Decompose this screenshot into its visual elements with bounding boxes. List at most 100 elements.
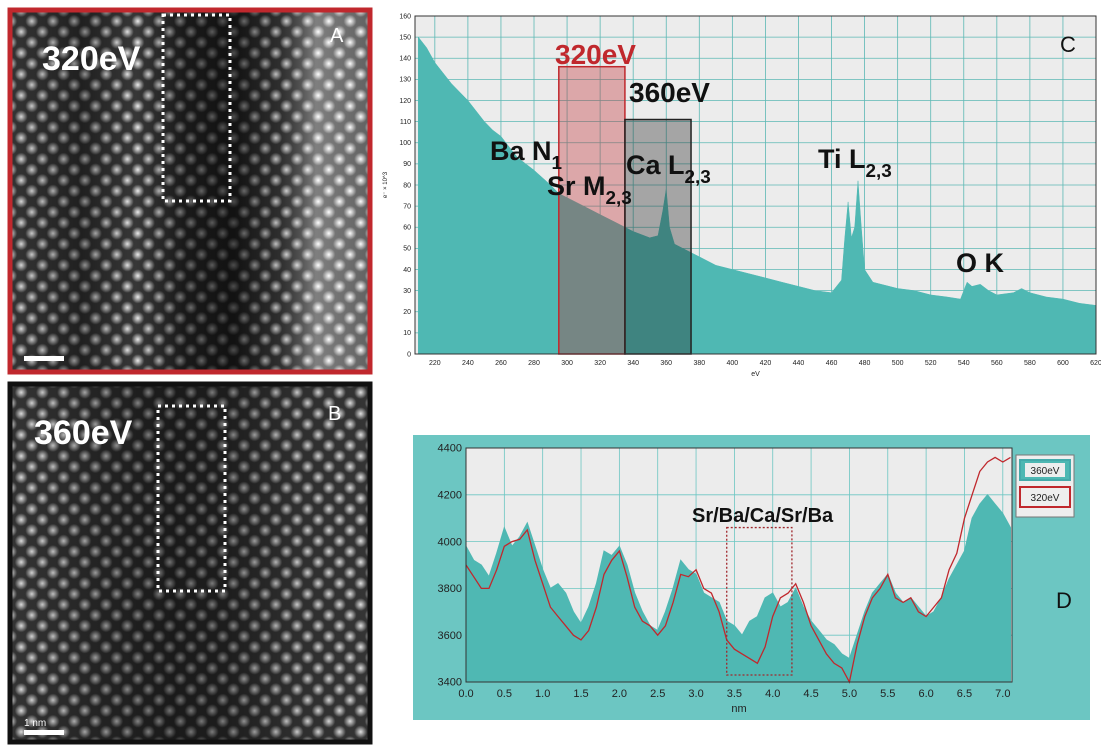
y-tick-label: 4200 [438,489,462,501]
x-tick-label: 360 [660,360,672,367]
panel-letter: D [1056,588,1072,613]
x-tick-label: 2.0 [612,688,627,700]
x-tick-label: 240 [462,360,474,367]
x-tick-label: 280 [528,360,540,367]
panel-letter: A [330,25,344,47]
x-tick-label: 540 [958,360,970,367]
energy-label: 360eV [34,414,133,452]
x-tick-label: 5.0 [842,688,857,700]
region-box [726,526,793,676]
legend-label: 360eV [1031,466,1060,477]
y-tick-label: 3400 [438,677,462,689]
peak-label: Sr M2,3 [547,171,632,209]
micrograph-shading [10,10,370,372]
spectrum-area [418,36,1097,355]
peak-label: O K [956,248,1005,278]
y-tick-label: 70 [403,203,411,210]
peak-label: Ca L2,3 [626,150,711,188]
x-tick-label: 1.5 [573,688,588,700]
y-tick-label: 4000 [438,536,462,548]
peak-label-text: Ba N [490,136,552,166]
x-tick-label: 260 [495,360,507,367]
x-tick-label: 460 [826,360,838,367]
y-tick-label: 60 [403,225,411,232]
x-tick-label: 320 [594,360,606,367]
peak-label-sub: 2,3 [866,161,892,182]
x-tick-label: 1.0 [535,688,550,700]
y-tick-label: 120 [399,98,411,105]
x-axis-label: eV [751,371,760,378]
panel-b: 360eV B 1 nm [7,381,373,745]
panel-letter: C [1060,32,1076,57]
x-tick-label: 2.5 [650,688,665,700]
panel-letter: B [328,403,341,425]
x-tick-label: 3.0 [688,688,703,700]
legend-label: 320eV [1031,493,1060,504]
energy-label: 320eV [42,40,141,78]
y-tick-label: 50 [403,246,411,253]
peak-label-text: Ca L [626,150,685,180]
y-tick-label: 20 [403,309,411,316]
highlight-label: 360eV [629,77,710,108]
x-tick-label: 7.0 [995,688,1010,700]
x-tick-label: 480 [859,360,871,367]
energy-window [624,118,692,355]
y-tick-label: 90 [403,161,411,168]
energy-window [558,65,626,355]
frame [7,7,373,375]
x-tick-label: 0.5 [497,688,512,700]
x-tick-label: 380 [693,360,705,367]
x-tick-label: 580 [1024,360,1036,367]
x-tick-label: 5.5 [880,688,895,700]
x-tick-label: 560 [991,360,1003,367]
x-tick-label: 4.5 [803,688,818,700]
y-tick-label: 160 [399,13,411,20]
frame [7,381,373,745]
y-tick-label: 3600 [438,630,462,642]
y-tick-label: 4400 [438,443,462,455]
panel-a: 320eV A [7,7,373,375]
profile-area [465,494,1011,683]
x-tick-label: 300 [561,360,573,367]
y-tick-label: 110 [400,119,411,126]
peak-label-text: Ti L [818,144,866,174]
y-tick-label: 3800 [438,583,462,595]
x-tick-label: 6.5 [957,688,972,700]
peak-label-sub: 2,3 [606,188,632,209]
y-axis-label: e⁻ × 10^3 [383,171,389,198]
plot-frame [414,15,1097,355]
x-tick-label: 340 [627,360,639,367]
y-tick-label: 40 [403,267,411,274]
x-tick-label: 0.0 [458,688,473,700]
x-tick-label: 220 [429,360,441,367]
legend-inner [1025,490,1065,504]
y-tick-label: 140 [399,56,411,63]
profile-line [465,456,1011,684]
y-tick-label: 100 [399,140,411,147]
peak-label-text: O K [956,248,1005,278]
peak-label-sub: 2,3 [685,167,711,188]
peak-label-sub: 1 [552,153,563,174]
x-tick-label: 620 [1090,360,1101,367]
micrograph-shading [10,384,370,742]
x-tick-label: 420 [760,360,772,367]
scale-label: 1 nm [24,718,46,729]
legend-inner [1025,463,1065,477]
x-tick-label: 400 [727,360,739,367]
region-box [161,13,232,203]
highlight-label: Sr/Ba/Ca/Sr/Ba [692,505,834,527]
x-tick-label: 600 [1057,360,1069,367]
x-tick-label: 6.0 [918,688,933,700]
scale-bar [24,356,64,361]
highlight-label: 320eV [555,39,636,70]
x-tick-label: 440 [793,360,805,367]
x-tick-label: 500 [892,360,904,367]
y-tick-label: 80 [403,182,411,189]
peak-label-text: Sr M [547,171,606,201]
y-tick-label: 150 [399,34,411,41]
y-tick-label: 30 [403,288,411,295]
x-tick-label: 3.5 [727,688,742,700]
plot-frame [465,447,1013,683]
